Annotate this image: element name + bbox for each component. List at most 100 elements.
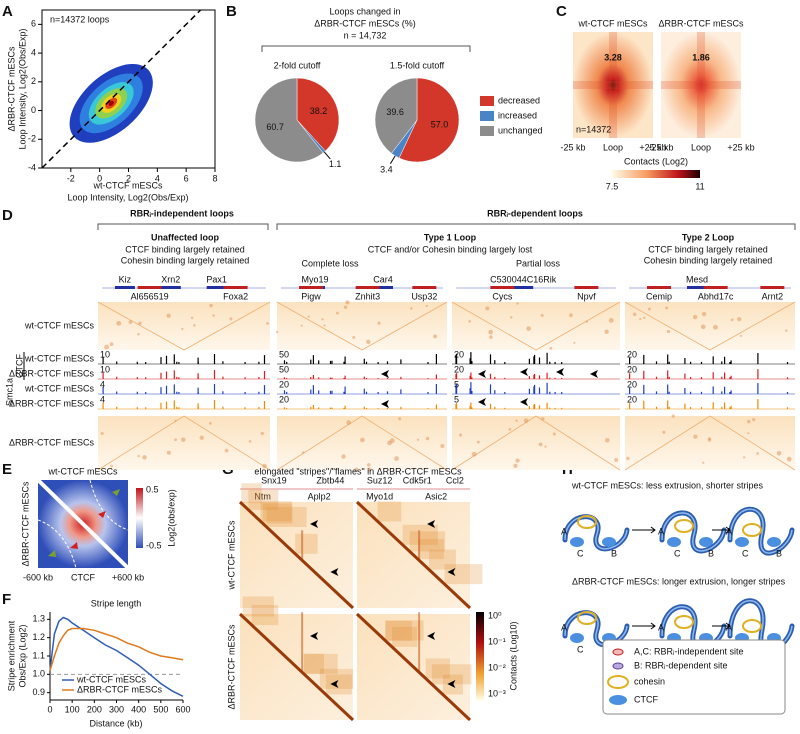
arrowhead [330,680,339,688]
track-signal [102,384,266,394]
gene-label: Cdk5r1 [403,475,432,485]
group-title: RBRᵢ-independent loops [130,208,234,218]
x-tick-label: 8 [212,173,217,183]
arrowhead [381,400,389,408]
colorbar-title: Contacts (Log10) [508,621,518,690]
gene [355,286,380,289]
legend-label: decreased [498,95,540,105]
colorbar-tick: 10⁻¹ [488,636,506,646]
contact-dot [166,313,171,318]
contact-dot [639,317,642,321]
value-label: 1.1 [329,159,342,169]
gene [137,286,162,289]
contact-map [625,302,795,350]
gene-label: Usp32 [411,291,437,301]
track-signal [283,404,437,409]
arrowhead [427,520,436,528]
legend-label: A,C: RBRᵢ-independent site [634,646,743,656]
contact-dot [100,431,104,436]
arrowhead [478,370,486,378]
contact-dot [743,456,746,459]
triangle [451,415,621,471]
contact-dot [199,435,204,440]
arrowhead [48,550,56,557]
track-scale: 20 [454,349,464,359]
contact-dot [181,327,184,331]
diagonal [238,500,355,610]
x-tick-label: 0 [47,704,52,714]
contact-dot [248,440,252,443]
x-axis-label: Loop Intensity, Log2(Obs/Exp) [68,192,189,202]
contact-dot [343,305,348,309]
heatmap [573,32,653,138]
site-label: C [742,548,749,558]
contact-dot [476,440,480,444]
contact-dot [647,307,651,311]
contact-dot [440,443,445,448]
contact-dot [468,320,471,323]
contact-dot [229,317,233,321]
panel-letter: C [556,3,567,20]
gene-label: Kiz [119,274,132,284]
triangle [276,415,448,471]
cohesin [674,615,694,629]
arrow [712,526,731,534]
group-title: RBRᵢ-dependent loops [487,208,583,218]
x-label: Loop [603,142,623,152]
value-label: 60.7 [266,122,284,132]
contact-dot [614,458,619,462]
x-axis-label: Distance (kb) [89,718,142,728]
x-label: -25 kb [560,142,585,152]
site-label: A [658,622,664,632]
pie-slice [374,77,418,154]
contact-dot [747,419,751,424]
gene-label: C530044C16Rik [490,274,557,284]
x-label: +25 kb [727,142,754,152]
y-axis-label: Loop Intensity, Log2(Obs/Exp) [17,29,27,150]
loop-line: CTCF binding largely retained [125,244,245,254]
contact-dot [544,445,547,448]
domain [248,489,279,510]
contact-dot [608,317,614,323]
gene [687,286,707,289]
contact-dot [516,302,519,305]
x-label: Loop [691,142,711,152]
colorbar [476,612,484,700]
contact-dot [366,463,371,467]
line [49,616,184,697]
contact-dot [552,432,556,436]
gene-label: Xrn2 [161,274,180,284]
loop-line: Cohesin binding largely retained [121,255,250,265]
triangle [451,301,621,351]
gene-label: Mesd [686,274,708,284]
contact-dot [671,414,675,418]
track-label: wt-CTCF mESCs [24,353,94,363]
colorbar-tick: 10⁻³ [488,688,506,698]
contact-dot [515,419,518,422]
contact-dot [662,430,666,434]
annotation: n=14372 [576,124,611,134]
contact-dot [459,433,463,437]
x-axis-label: wt-CTCF mESCs [93,180,163,190]
contact-dot [508,428,512,431]
domain [262,503,293,524]
site-label: A [726,622,732,632]
contact-dot [485,306,490,311]
contact-map [98,416,270,470]
contact-dot [104,344,110,350]
track-scale: 4 [100,379,105,389]
track-signal [455,402,563,409]
track-signal [102,354,266,364]
contact-dot [224,448,229,453]
loop-title: Unaffected loop [151,232,220,242]
colorbar-tick: 10⁻² [488,662,506,672]
contact-dot [604,329,609,334]
title: Stripe length [91,598,142,608]
y-axis-label: ΔRBR-CTCF mESCs [20,481,30,567]
map-title: ΔRBR-CTCF mESCs [658,18,744,28]
track-scale: 20 [279,379,289,389]
colorbar-tick: 7.5 [606,181,619,191]
legend-swatch [480,111,494,121]
colorbar-tick: 0.5 [146,484,159,494]
site-label: A [561,526,567,536]
